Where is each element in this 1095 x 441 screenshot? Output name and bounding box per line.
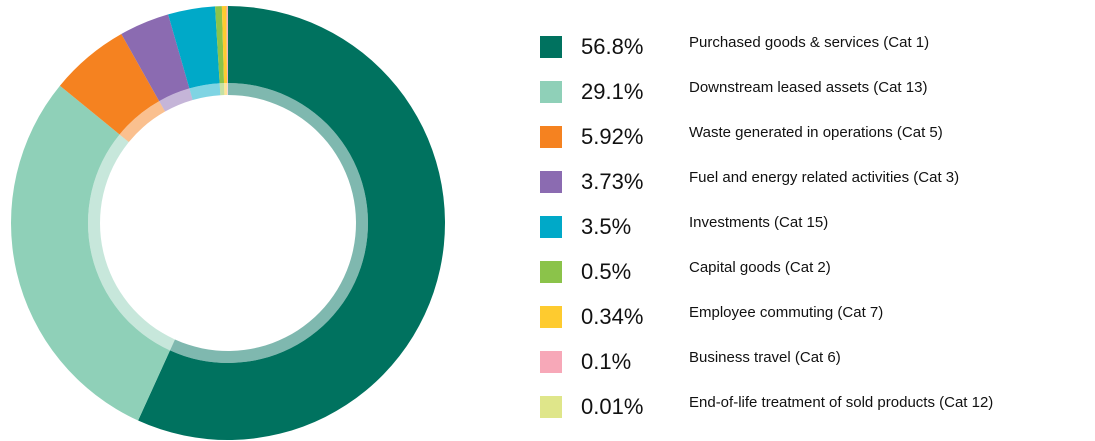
donut-slice — [221, 6, 228, 84]
legend-swatch — [540, 261, 562, 283]
legend-swatch — [540, 171, 562, 193]
donut-slice — [226, 6, 228, 84]
legend-label: Waste generated in operations (Cat 5) — [689, 124, 943, 141]
donut-slice — [215, 6, 225, 84]
donut-inner-band — [219, 83, 225, 96]
donut-inner-band — [227, 83, 228, 96]
legend-value: 0.01% — [581, 394, 643, 419]
legend-value: 3.73% — [581, 169, 643, 194]
legend-swatch — [540, 36, 562, 58]
donut-inner-band — [189, 83, 221, 100]
legend-swatch — [540, 396, 562, 418]
legend-label: Purchased goods & services (Cat 1) — [689, 34, 929, 51]
legend-label: End-of-life treatment of sold products (… — [689, 394, 993, 411]
donut-slice — [168, 6, 220, 89]
donut-inner-band — [224, 83, 228, 96]
legend-swatch — [540, 81, 562, 103]
donut-slice — [138, 6, 445, 440]
legend-value: 29.1% — [581, 79, 643, 104]
donut-slice — [11, 85, 170, 421]
donut-inner-band — [159, 88, 193, 112]
legend-swatch — [540, 351, 562, 373]
legend-label: Downstream leased assets (Cat 13) — [689, 79, 927, 96]
legend-swatch — [540, 306, 562, 328]
legend-label: Capital goods (Cat 2) — [689, 259, 831, 276]
legend-value: 56.8% — [581, 34, 643, 59]
legend-label: Fuel and energy related activities (Cat … — [689, 169, 959, 186]
legend-value: 0.1% — [581, 349, 631, 374]
legend-swatch — [540, 126, 562, 148]
legend-value: 5.92% — [581, 124, 643, 149]
donut-slice — [59, 34, 160, 135]
legend-value: 0.5% — [581, 259, 631, 284]
legend-label: Employee commuting (Cat 7) — [689, 304, 883, 321]
legend-swatch — [540, 216, 562, 238]
legend-label: Business travel (Cat 6) — [689, 349, 841, 366]
donut-slice — [121, 14, 190, 102]
legend-value: 3.5% — [581, 214, 631, 239]
legend-value: 0.34% — [581, 304, 643, 329]
legend-label: Investments (Cat 15) — [689, 214, 828, 231]
donut-inner-band — [88, 134, 175, 351]
donut-inner-band — [119, 101, 166, 143]
